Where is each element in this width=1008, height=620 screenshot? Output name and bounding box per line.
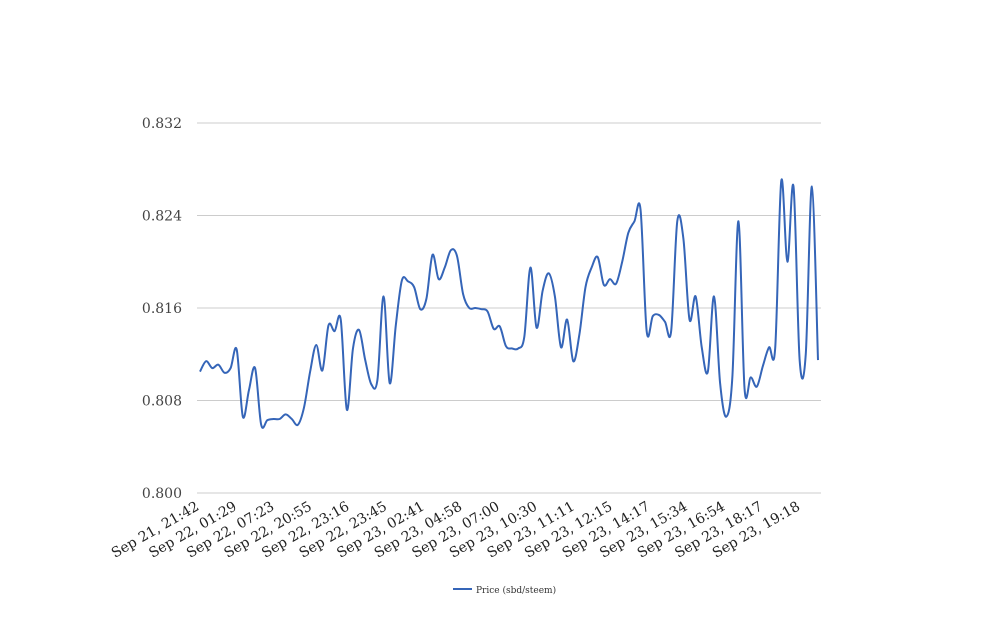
legend-label: Price (sbd/steem) — [476, 585, 556, 596]
y-tick-label: 0.824 — [142, 209, 182, 225]
series-line-price[interactable] — [199, 178, 819, 429]
legend[interactable]: Price (sbd/steem) — [453, 585, 556, 596]
y-tick-label: 0.832 — [142, 116, 182, 132]
y-tick-label: 0.816 — [142, 301, 182, 317]
y-tick-label: 0.808 — [142, 394, 182, 410]
y-axis-ticks: 0.800 0.808 0.816 0.824 0.832 — [142, 116, 182, 502]
gridlines — [197, 122, 821, 494]
series-layer — [199, 178, 819, 429]
y-tick-label: 0.800 — [142, 486, 182, 502]
